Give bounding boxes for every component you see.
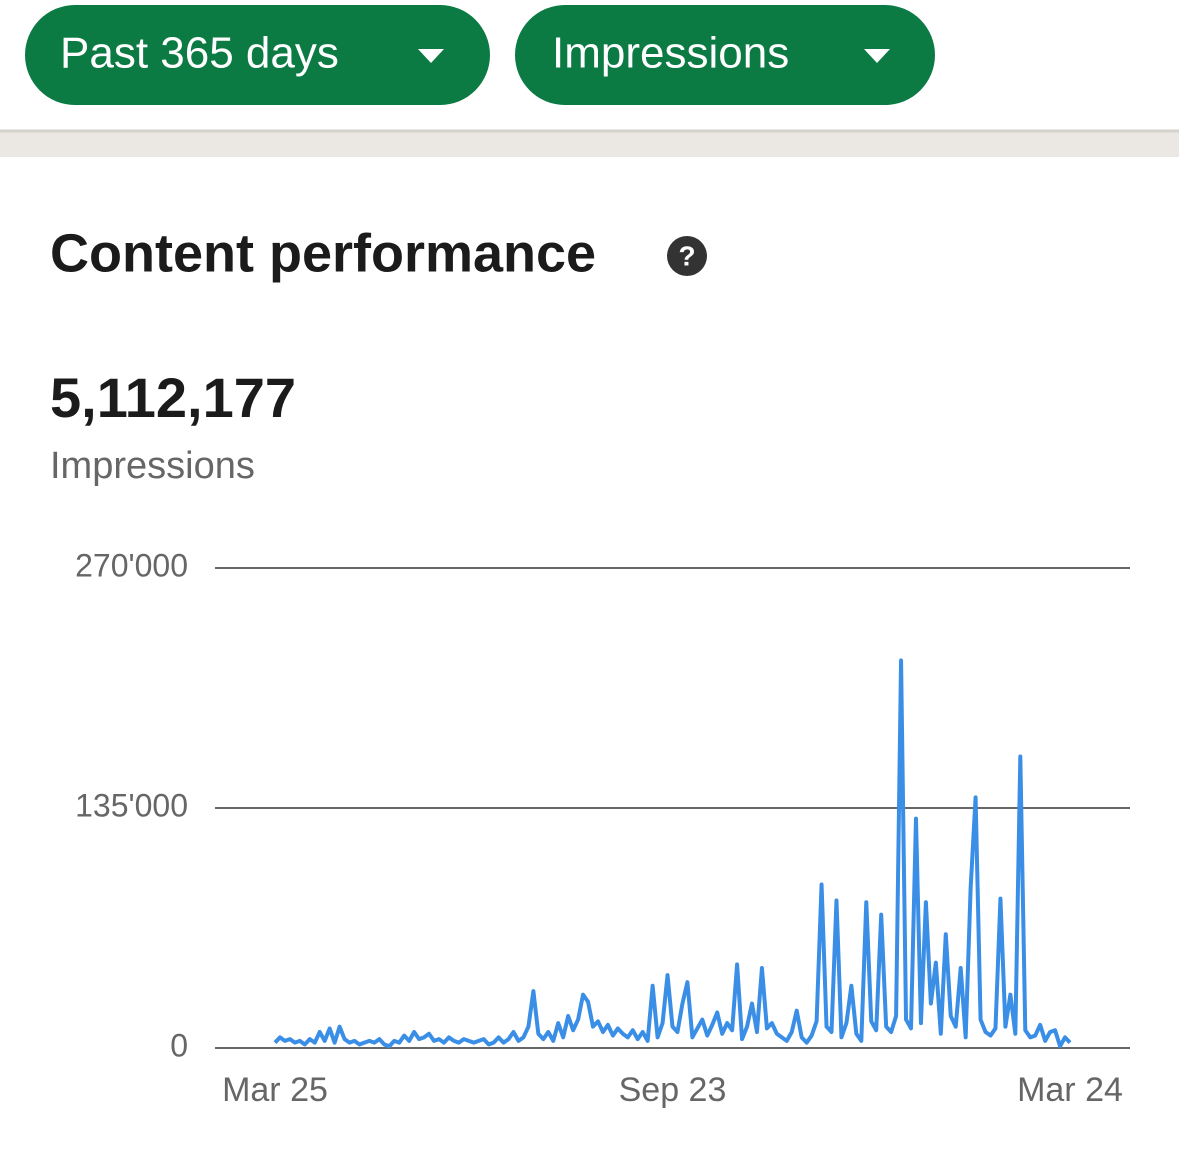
button-label: Impressions	[552, 29, 789, 78]
x-tick-label: Sep 23	[619, 1071, 727, 1109]
button-bg	[515, 5, 935, 105]
button-bg	[25, 5, 490, 105]
total-label: Impressions	[50, 445, 255, 487]
metric-filter[interactable]: Impressions	[515, 5, 935, 105]
divider	[0, 130, 1179, 157]
svg-text:?: ?	[678, 240, 695, 271]
y-tick-label: 270'000	[75, 547, 188, 583]
line	[273, 658, 1072, 1049]
y-tick-label: 0	[170, 1027, 188, 1063]
button-label: Past 365 days	[60, 29, 339, 78]
x-tick-label: Mar 25	[222, 1071, 328, 1109]
y-tick-label: 135'000	[75, 787, 188, 823]
chart: 0 135'000 270'000 Mar 25 Sep 23 Mar 24	[75, 547, 1130, 1109]
caret	[864, 49, 890, 63]
help-icon[interactable]: ?	[667, 236, 707, 276]
x-tick-label: Mar 24	[1017, 1071, 1123, 1109]
caret	[418, 49, 444, 63]
total-value: 5,112,177	[50, 366, 296, 429]
date-filter[interactable]: Past 365 days	[25, 5, 490, 105]
section-title: Content performance	[50, 223, 596, 283]
